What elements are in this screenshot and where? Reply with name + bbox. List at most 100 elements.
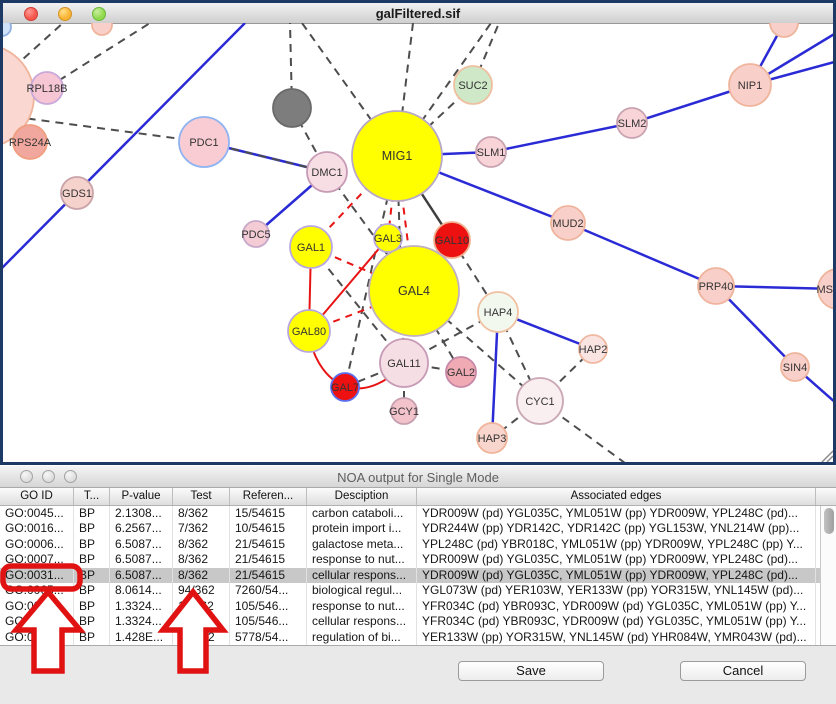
cell-test[interactable]: 8/362 (173, 536, 230, 553)
cell-referen-[interactable]: 105/546... (230, 614, 307, 630)
cell-t-[interactable]: BP (74, 521, 110, 537)
cell-t-[interactable]: BP (74, 506, 110, 522)
cell-desciption[interactable]: carbon cataboli... (307, 506, 417, 522)
close-button-icon[interactable] (24, 7, 38, 21)
column-header-go-id[interactable]: GO ID (0, 488, 74, 505)
cell-referen-[interactable]: 5778/54... (230, 629, 307, 645)
cell-go-id[interactable]: GO:0016... (0, 521, 74, 537)
cell-go-id[interactable]: GO:0045... (0, 506, 74, 522)
zoom-button-icon[interactable] (92, 7, 106, 21)
cell-desciption[interactable]: regulation of bi... (307, 629, 417, 645)
cell-test[interactable]: 8/362 (173, 552, 230, 568)
node-gal2[interactable] (445, 356, 477, 388)
resize-grip-icon[interactable] (818, 447, 834, 463)
node-dmc1[interactable] (306, 151, 348, 193)
cell-associated-edges[interactable]: YGL073W (pd) YER103W, YER133W (pp) YOR31… (417, 583, 816, 599)
node-gal80[interactable] (287, 309, 331, 353)
cell-referen-[interactable]: 21/54615 (230, 552, 307, 568)
column-header-referen-[interactable]: Referen... (230, 488, 307, 505)
node-nip1[interactable] (728, 63, 772, 107)
node-gal11[interactable] (379, 338, 429, 388)
cell-associated-edges[interactable]: YDR009W (pd) YGL035C, YML051W (pp) YDR00… (417, 506, 816, 522)
table-row[interactable]: GO:0016... BP 6.2567... 7/362 10/54615 protei… (0, 521, 820, 537)
node-slm2[interactable] (616, 107, 648, 139)
table-row[interactable]: GO:0045... BP 2.1308... 8/362 15/54615 carbon… (0, 506, 820, 522)
node-tr-sliver[interactable] (769, 23, 799, 38)
cell-test[interactable]: 8/362 (173, 506, 230, 522)
node-gcy1[interactable] (390, 397, 418, 425)
table-row[interactable]: GO:0065... BP 8.0614... 94/362 7260/54... bio… (0, 583, 820, 599)
node-gal1[interactable] (289, 225, 333, 269)
cell-desciption[interactable]: response to nut... (307, 552, 417, 568)
node-hap2[interactable] (578, 334, 608, 364)
cell-t-[interactable]: BP (74, 629, 110, 645)
cell-p-value[interactable]: 6.5087... (110, 567, 173, 584)
cell-referen-[interactable]: 15/54615 (230, 506, 307, 522)
cell-t-[interactable]: BP (74, 598, 110, 615)
cell-associated-edges[interactable]: YDR009W (pd) YGL035C, YML051W (pp) YDR00… (417, 552, 816, 568)
cell-referen-[interactable]: 105/546... (230, 598, 307, 615)
cell-test[interactable]: 7/362 (173, 521, 230, 537)
node-gds1[interactable] (60, 176, 94, 210)
cell-associated-edges[interactable]: YPL248C (pd) YBR018C, YML051W (pp) YDR00… (417, 536, 816, 553)
cell-desciption[interactable]: cellular respons... (307, 614, 417, 630)
cell-p-value[interactable]: 1.428E... (110, 629, 173, 645)
node-msi[interactable] (817, 268, 836, 310)
cell-go-id[interactable]: GO:0065... (0, 583, 74, 599)
cell-test[interactable]: 11/362 (173, 598, 230, 615)
node-mig1[interactable] (351, 110, 443, 202)
cell-associated-edges[interactable]: YDR244W (pp) YDR142C, YDR142C (pp) YGL15… (417, 521, 816, 537)
cell-t-[interactable]: BP (74, 567, 110, 584)
column-header-test[interactable]: Test (173, 488, 230, 505)
cell-referen-[interactable]: 21/54615 (230, 536, 307, 553)
node-tl-sliver[interactable] (0, 23, 12, 37)
node-rpl18b[interactable] (30, 71, 64, 105)
node-slm1[interactable] (475, 136, 507, 168)
close-button-icon[interactable] (20, 470, 33, 483)
cancel-button[interactable]: Cancel (680, 661, 806, 681)
cell-go-id[interactable]: GO:0031... (0, 614, 74, 630)
cell-test[interactable]: 94/362 (173, 583, 230, 599)
node-cyc1[interactable] (516, 377, 564, 425)
cell-referen-[interactable]: 10/54615 (230, 521, 307, 537)
minimize-button-icon[interactable] (58, 7, 72, 21)
minimize-button-icon[interactable] (42, 470, 55, 483)
cell-associated-edges[interactable]: YDR009W (pd) YGL035C, YML051W (pp) YDR00… (417, 567, 816, 584)
noa-titlebar[interactable]: NOA output for Single Mode (0, 466, 836, 488)
cell-p-value[interactable]: 8.0614... (110, 583, 173, 599)
cell-t-[interactable]: BP (74, 583, 110, 599)
cell-desciption[interactable]: response to nut... (307, 598, 417, 615)
cell-p-value[interactable]: 6.5087... (110, 536, 173, 553)
cell-desciption[interactable]: protein import i... (307, 521, 417, 537)
cell-t-[interactable]: BP (74, 536, 110, 553)
zoom-button-icon[interactable] (64, 470, 77, 483)
table-row-selected[interactable]: GO:0031... BP 6.5087... 8/362 21/54615 cellul… (0, 567, 820, 584)
node-suc2[interactable] (453, 65, 493, 105)
column-header-t-[interactable]: T... (74, 488, 110, 505)
cell-test[interactable]: 11/362 (173, 614, 230, 630)
cell-desciption[interactable]: cellular respons... (307, 567, 417, 584)
vertical-scrollbar[interactable] (820, 506, 836, 645)
network-titlebar[interactable]: galFiltered.sif (3, 3, 833, 24)
column-header-associated-edges[interactable]: Associated edges (417, 488, 816, 505)
node-gal10[interactable] (433, 221, 471, 259)
node-prp40[interactable] (697, 267, 735, 305)
cell-t-[interactable]: BP (74, 614, 110, 630)
cell-t-[interactable]: BP (74, 552, 110, 568)
cell-referen-[interactable]: 21/54615 (230, 567, 307, 584)
cell-referen-[interactable]: 7260/54... (230, 583, 307, 599)
cell-go-id[interactable]: GO:0007... (0, 552, 74, 568)
node-pdc1[interactable] (178, 116, 230, 168)
node-hap3[interactable] (476, 422, 508, 454)
table-row[interactable]: GO:0050... BP 1.428E... 80/362 5778/54... reg… (0, 629, 820, 645)
cell-p-value[interactable]: 1.3324... (110, 614, 173, 630)
cell-go-id[interactable]: GO:0031... (0, 567, 74, 584)
node-mud2[interactable] (550, 205, 586, 241)
cell-go-id[interactable]: GO:0050... (0, 629, 74, 645)
cell-p-value[interactable]: 2.1308... (110, 506, 173, 522)
node-pdc5[interactable] (242, 220, 270, 248)
node-gal3[interactable] (373, 223, 403, 253)
node-gal4[interactable] (368, 245, 460, 337)
cell-test[interactable]: 8/362 (173, 567, 230, 584)
save-button[interactable]: Save (458, 661, 604, 681)
